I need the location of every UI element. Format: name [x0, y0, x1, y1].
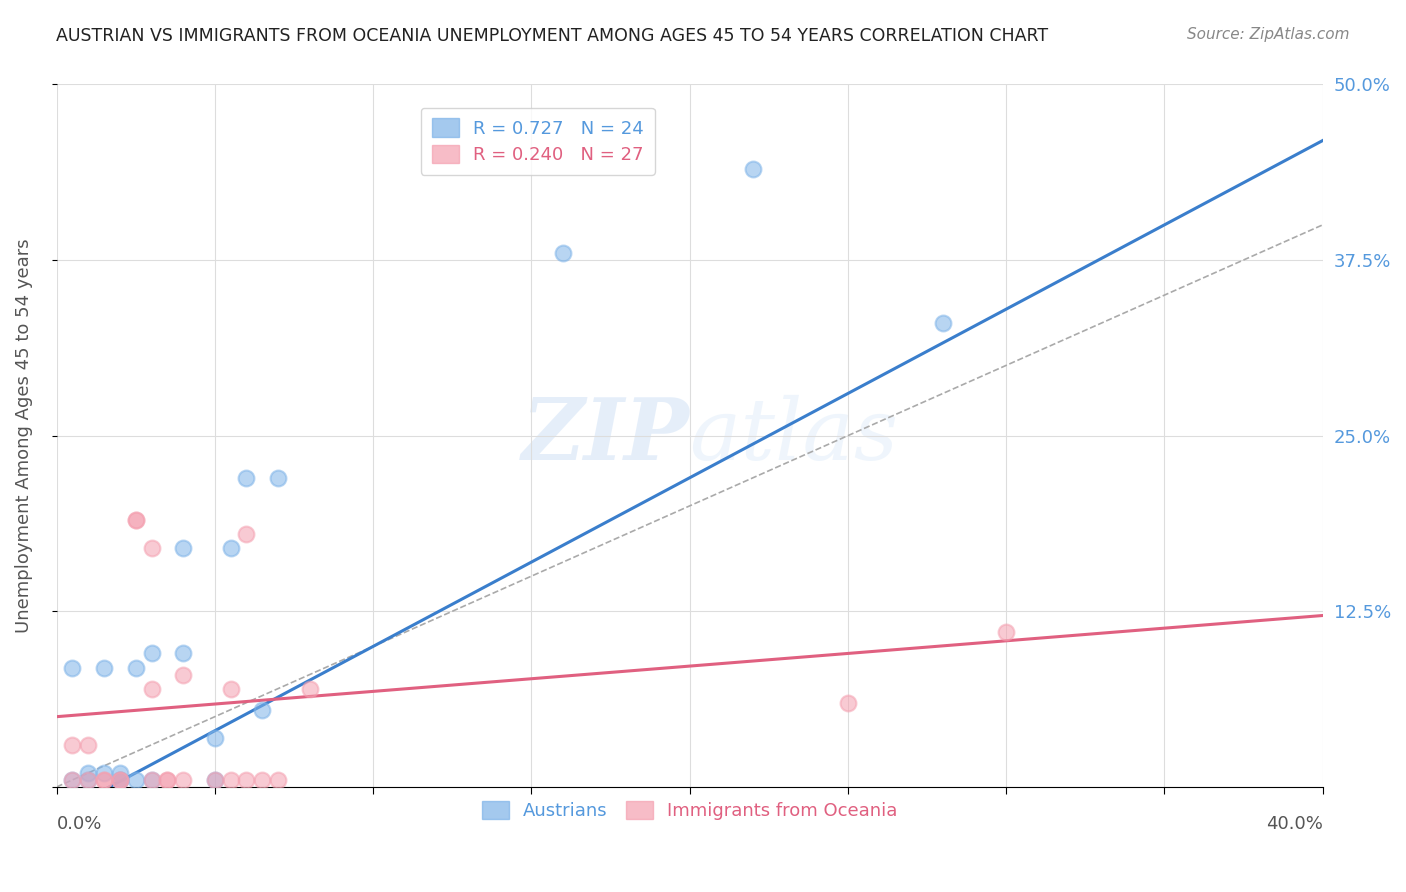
Point: [93, 772, 115, 787]
Point: [298, 681, 321, 696]
Point: [93, 660, 115, 674]
Point: [125, 660, 148, 674]
Text: Source: ZipAtlas.com: Source: ZipAtlas.com: [1187, 27, 1350, 42]
Point: [108, 772, 131, 787]
Point: [141, 541, 163, 555]
Point: [932, 316, 955, 330]
Point: [62, 660, 84, 674]
Point: [125, 772, 148, 787]
Text: atlas: atlas: [689, 394, 898, 477]
Point: [172, 647, 194, 661]
Point: [219, 681, 242, 696]
Point: [108, 772, 131, 787]
Point: [125, 513, 148, 527]
Point: [77, 738, 100, 752]
Point: [267, 772, 290, 787]
Point: [141, 681, 163, 696]
Point: [93, 765, 115, 780]
Legend: Austrians, Immigrants from Oceania: Austrians, Immigrants from Oceania: [474, 793, 905, 827]
Point: [156, 772, 179, 787]
Point: [252, 703, 274, 717]
Point: [267, 471, 290, 485]
Point: [172, 772, 194, 787]
Point: [235, 527, 257, 541]
Point: [741, 161, 763, 176]
Point: [77, 772, 100, 787]
Point: [108, 772, 131, 787]
Point: [125, 513, 148, 527]
Point: [141, 647, 163, 661]
Point: [219, 772, 242, 787]
Point: [235, 772, 257, 787]
Point: [62, 772, 84, 787]
Point: [995, 625, 1018, 640]
Point: [204, 772, 226, 787]
Point: [219, 541, 242, 555]
Y-axis label: Unemployment Among Ages 45 to 54 years: Unemployment Among Ages 45 to 54 years: [15, 238, 32, 633]
Point: [172, 667, 194, 681]
Text: 40.0%: 40.0%: [1265, 815, 1323, 833]
Point: [77, 765, 100, 780]
Point: [156, 772, 179, 787]
Point: [204, 772, 226, 787]
Point: [252, 772, 274, 787]
Point: [204, 731, 226, 745]
Point: [62, 772, 84, 787]
Point: [141, 772, 163, 787]
Text: 0.0%: 0.0%: [56, 815, 103, 833]
Text: AUSTRIAN VS IMMIGRANTS FROM OCEANIA UNEMPLOYMENT AMONG AGES 45 TO 54 YEARS CORRE: AUSTRIAN VS IMMIGRANTS FROM OCEANIA UNEM…: [56, 27, 1049, 45]
Point: [551, 246, 574, 260]
Point: [837, 696, 859, 710]
Point: [141, 772, 163, 787]
Point: [235, 471, 257, 485]
Point: [77, 772, 100, 787]
Point: [108, 772, 131, 787]
Point: [62, 738, 84, 752]
Point: [93, 772, 115, 787]
Text: ZIP: ZIP: [522, 394, 689, 477]
Point: [172, 541, 194, 555]
Point: [108, 765, 131, 780]
